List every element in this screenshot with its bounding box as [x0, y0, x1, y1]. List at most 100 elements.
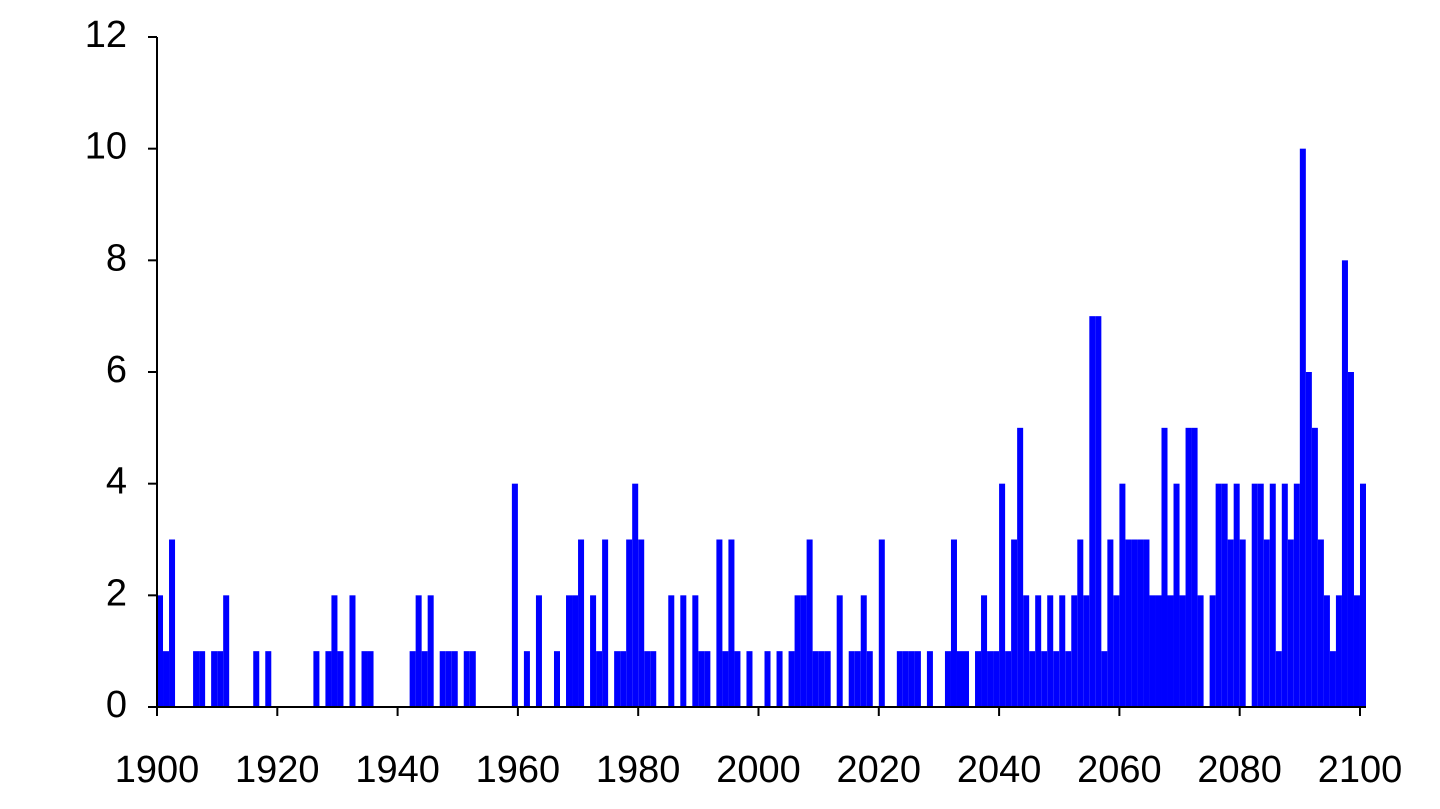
- bar: [1125, 539, 1132, 707]
- bar: [523, 651, 530, 707]
- bar: [1053, 651, 1060, 707]
- bar: [1233, 483, 1240, 707]
- bar: [1059, 595, 1066, 707]
- bar: [1323, 595, 1330, 707]
- bar: [626, 539, 633, 707]
- bar: [1005, 651, 1012, 707]
- bar: [445, 651, 452, 707]
- bar: [908, 651, 915, 707]
- bar: [950, 539, 957, 707]
- bar: [1263, 539, 1270, 707]
- bar: [824, 651, 831, 707]
- bar: [1029, 651, 1036, 707]
- bar: [764, 651, 771, 707]
- bar: [1281, 483, 1288, 707]
- x-tick-label: 2020: [837, 749, 922, 791]
- bar: [1221, 483, 1228, 707]
- bar: [1041, 651, 1048, 707]
- bar: [1047, 595, 1054, 707]
- bar: [1119, 483, 1126, 707]
- bar: [217, 651, 224, 707]
- bar: [722, 651, 729, 707]
- y-tick-label: 2: [106, 572, 127, 614]
- bar: [1083, 595, 1090, 707]
- bar: [1149, 595, 1156, 707]
- bar: [902, 651, 909, 707]
- bar: [668, 595, 675, 707]
- bar: [463, 651, 470, 707]
- bar: [1131, 539, 1138, 707]
- bar: [1143, 539, 1150, 707]
- bar: [265, 651, 272, 707]
- bar: [728, 539, 735, 707]
- bar: [854, 651, 861, 707]
- x-tick-label: 2060: [1077, 749, 1162, 791]
- bar: [1173, 483, 1180, 707]
- bar: [716, 539, 723, 707]
- bar: [169, 539, 176, 707]
- bar: [734, 651, 741, 707]
- x-tick-label: 1960: [476, 749, 561, 791]
- bar: [987, 651, 994, 707]
- bar: [1209, 595, 1216, 707]
- bar: [1299, 148, 1306, 707]
- bar: [632, 483, 639, 707]
- bar: [349, 595, 356, 707]
- y-tick-label: 8: [106, 237, 127, 279]
- bar: [1017, 427, 1024, 707]
- bar: [1191, 427, 1198, 707]
- bar: [1311, 427, 1318, 707]
- bar: [1335, 595, 1342, 707]
- bar: [956, 651, 963, 707]
- bar: [963, 651, 970, 707]
- bar: [1137, 539, 1144, 707]
- bar: [620, 651, 627, 707]
- bar: [313, 651, 320, 707]
- bar: [692, 595, 699, 707]
- x-tick-label: 2000: [716, 749, 801, 791]
- bar: [253, 651, 260, 707]
- bar: [1089, 316, 1096, 707]
- bar: [1155, 595, 1162, 707]
- bar: [818, 651, 825, 707]
- bar: [975, 651, 982, 707]
- bar: [1257, 483, 1264, 707]
- bar: [788, 651, 795, 707]
- x-tick-label: 2100: [1318, 749, 1403, 791]
- y-tick-label: 12: [85, 14, 127, 56]
- bar: [1077, 539, 1084, 707]
- bar: [1293, 483, 1300, 707]
- bar: [1065, 651, 1072, 707]
- bar: [439, 651, 446, 707]
- bar: [1269, 483, 1276, 707]
- bar: [1239, 539, 1246, 707]
- bar: [566, 595, 573, 707]
- bar: [848, 651, 855, 707]
- bar: [157, 595, 164, 707]
- bar: [602, 539, 609, 707]
- bar: [1179, 595, 1186, 707]
- bar: [1215, 483, 1222, 707]
- bar: [1353, 595, 1360, 707]
- bar: [1035, 595, 1042, 707]
- bar: [944, 651, 951, 707]
- x-tick-label: 2040: [957, 749, 1042, 791]
- bar: [836, 595, 843, 707]
- bar: [746, 651, 753, 707]
- bar: [794, 595, 801, 707]
- bar: [1317, 539, 1324, 707]
- bar: [511, 483, 518, 707]
- bar: [926, 651, 933, 707]
- bar: [1011, 539, 1018, 707]
- bar: [421, 651, 428, 707]
- bar: [1071, 595, 1078, 707]
- bar: [638, 539, 645, 707]
- bar: [1359, 483, 1366, 707]
- bar: [812, 651, 819, 707]
- y-tick-label: 4: [106, 461, 127, 503]
- bar: [878, 539, 885, 707]
- bar: [896, 651, 903, 707]
- x-tick-label: 2080: [1197, 749, 1282, 791]
- bar: [800, 595, 807, 707]
